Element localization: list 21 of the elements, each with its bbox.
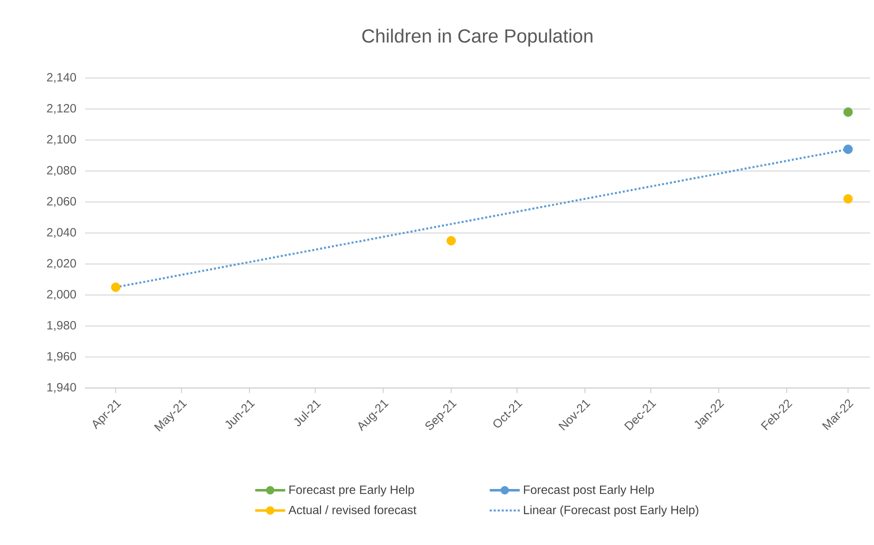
y-tick-label: 2,140 [47,73,76,83]
point [446,236,456,246]
point [111,282,120,292]
legend-label: Forecast pre Early Help [289,485,414,496]
y-tick-label: 2,120 [47,104,76,114]
y-tick-label: 2,080 [47,166,76,176]
y-tick-label: 2,060 [47,197,76,207]
legend-label: Linear (Forecast post Early Help) [524,505,698,517]
point [843,107,853,117]
y-tick-label: 1,940 [47,383,76,393]
y-tick-label: 2,020 [47,259,76,269]
point [843,144,853,154]
y-tick-label: 2,100 [47,135,76,145]
y-tick-label: 1,960 [47,352,76,362]
legend-label: Forecast post Early Help [524,485,654,496]
y-tick-label: 1,980 [47,321,76,331]
point [843,194,853,204]
y-tick-label: 2,000 [47,290,76,300]
chart-title: Children in Care Population [362,28,592,46]
y-tick-label: 2,040 [47,228,76,238]
legend-label: Actual / revised forecast [288,505,416,514]
